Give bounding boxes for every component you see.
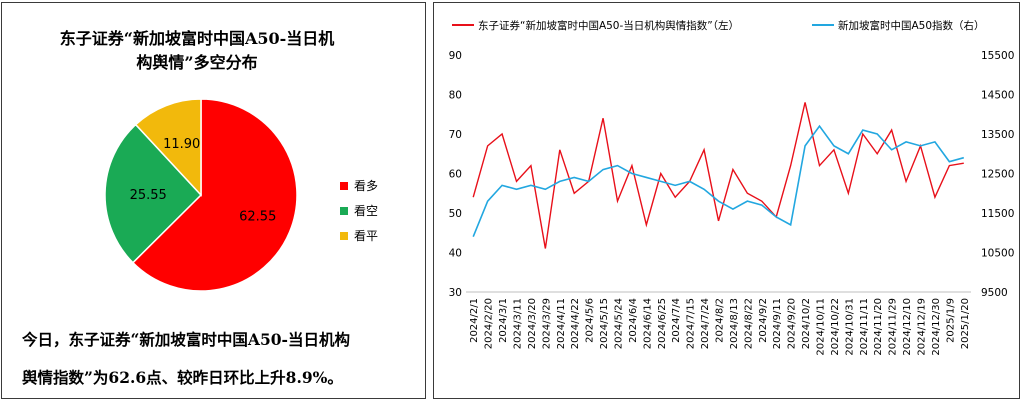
pie-slice-2: [134, 98, 202, 197]
x-tick-label: 2024/11/11: [859, 298, 870, 356]
x-tick-label: 2024/10/2: [801, 298, 812, 349]
y-right-tick-label: 9500: [981, 287, 1008, 299]
x-tick-label: 2024/5/6: [585, 298, 596, 343]
y-left-tick-label: 40: [449, 248, 462, 260]
legend-item-bullish: 看多: [340, 173, 378, 198]
legend-item-bearish: 看空: [340, 198, 378, 223]
x-tick-label: 2024/12/30: [931, 298, 942, 356]
x-tick-label: 2024/6/25: [657, 298, 668, 349]
x-tick-label: 2024/3/11: [513, 298, 524, 349]
legend-swatch-bullish: [340, 181, 348, 190]
y-right-tick-label: 15500: [981, 50, 1014, 62]
legend-label-neutral: 看平: [354, 229, 379, 243]
x-tick-label: 2024/8/2: [715, 298, 726, 343]
pie-slice-label-2: 11.90: [163, 137, 200, 152]
x-tick-label: 2024/10/22: [830, 298, 841, 356]
x-tick-label: 2024/7/4: [671, 298, 682, 343]
x-tick-label: 2025/1/9: [945, 298, 956, 343]
legend-item-neutral: 看平: [340, 223, 378, 248]
line-chart: 30 40 50 60 70 80 90 9500 10500 11500 12500 13500 14…: [449, 19, 1015, 356]
x-tick-label: 2025/1/20: [960, 298, 971, 349]
x-tick-label: 2024/2/1: [469, 298, 480, 343]
y-left-tick-label: 80: [449, 90, 462, 102]
series-line-sentiment: [472, 102, 964, 249]
x-tick-label: 2024/4/11: [556, 298, 567, 349]
y-right-tick-label: 14500: [981, 90, 1014, 102]
x-tick-label: 2024/8/22: [743, 298, 754, 349]
x-tick-label: 2024/12/19: [917, 298, 928, 356]
x-tick-label: 2024/11/20: [873, 298, 884, 356]
pie-slice-1: [104, 123, 203, 264]
pie-legend: 看多 看空 看平: [340, 173, 378, 248]
pie-chart: 62.55 25.55 11.90: [104, 98, 298, 292]
legend-label-bullish: 看多: [354, 179, 379, 193]
legend-label-sentiment: 东子证券“新加坡富时中国A50-当日机构舆情指数”（左）: [478, 19, 739, 32]
y-right-tick-label: 13500: [981, 129, 1014, 141]
x-tick-label: 2024/3/29: [541, 298, 552, 349]
x-tick-label: 2024/8/13: [729, 298, 740, 349]
x-tick-label: 2024/7/24: [700, 298, 711, 349]
legend-label-bearish: 看空: [354, 204, 379, 218]
summary-text: 今日，东子证券“新加坡富时中国A50-当日机构 舆情指数”为62.6点、较昨日环…: [22, 321, 422, 397]
y-left-tick-label: 50: [449, 208, 462, 220]
x-tick-label: 2024/10/31: [844, 298, 855, 356]
x-tick-label: 2024/6/4: [628, 298, 639, 343]
x-tick-label: 2024/10/11: [816, 298, 827, 356]
x-tick-label: 2024/2/20: [484, 298, 495, 349]
series-line-index: [472, 124, 964, 238]
x-tick-label: 2024/6/14: [642, 298, 653, 349]
x-tick-label: 2024/9/20: [787, 298, 798, 349]
x-tick-label: 2024/9/11: [772, 298, 783, 349]
x-tick-label: 2024/12/10: [902, 298, 913, 356]
x-tick-label: 2024/4/22: [570, 298, 581, 349]
pie-title: 东子证券“新加坡富时中国A50-当日机 构舆情”多空分布: [2, 27, 392, 75]
legend-swatch-neutral: [340, 231, 348, 240]
pie-title-line2: 构舆情”多空分布: [136, 53, 258, 72]
summary-line2: 舆情指数”为62.6点、较昨日环比上升8.9%。: [22, 368, 343, 387]
x-tick-label: 2024/3/20: [527, 298, 538, 349]
y-right-tick-label: 11500: [981, 208, 1014, 220]
y-right-tick-label: 12500: [981, 169, 1014, 181]
y-right-tick-label: 10500: [981, 248, 1014, 260]
x-tick-label: 2024/5/24: [614, 298, 625, 349]
x-tick-label: 2024/5/15: [599, 298, 610, 349]
pie-panel: 东子证券“新加坡富时中国A50-当日机 构舆情”多空分布 62.55 25.55 1…: [1, 2, 426, 399]
legend-swatch-bearish: [340, 206, 348, 215]
pie-slice-label-1: 25.55: [130, 188, 167, 203]
x-tick-label: 2024/3/1: [498, 298, 509, 343]
summary-line1: 今日，东子证券“新加坡富时中国A50-当日机构: [22, 330, 350, 349]
line-panel: 30 40 50 60 70 80 90 9500 10500 11500 12500 13500 14…: [433, 2, 1020, 399]
y-left-tick-label: 90: [449, 50, 462, 62]
x-tick-label: 2024/9/2: [758, 298, 769, 343]
pie-slice-0: [131, 98, 298, 292]
pie-slice-label-0: 62.55: [239, 209, 276, 224]
pie-title-line1: 东子证券“新加坡富时中国A50-当日机: [59, 29, 335, 48]
x-tick-label: 2024/7/15: [686, 298, 697, 349]
y-left-tick-label: 70: [449, 129, 462, 141]
legend-label-index: 新加坡富时中国A50指数（右）: [838, 19, 985, 32]
y-left-tick-label: 30: [449, 287, 462, 299]
y-left-tick-label: 60: [449, 169, 462, 181]
x-tick-label: 2024/11/29: [888, 298, 899, 356]
